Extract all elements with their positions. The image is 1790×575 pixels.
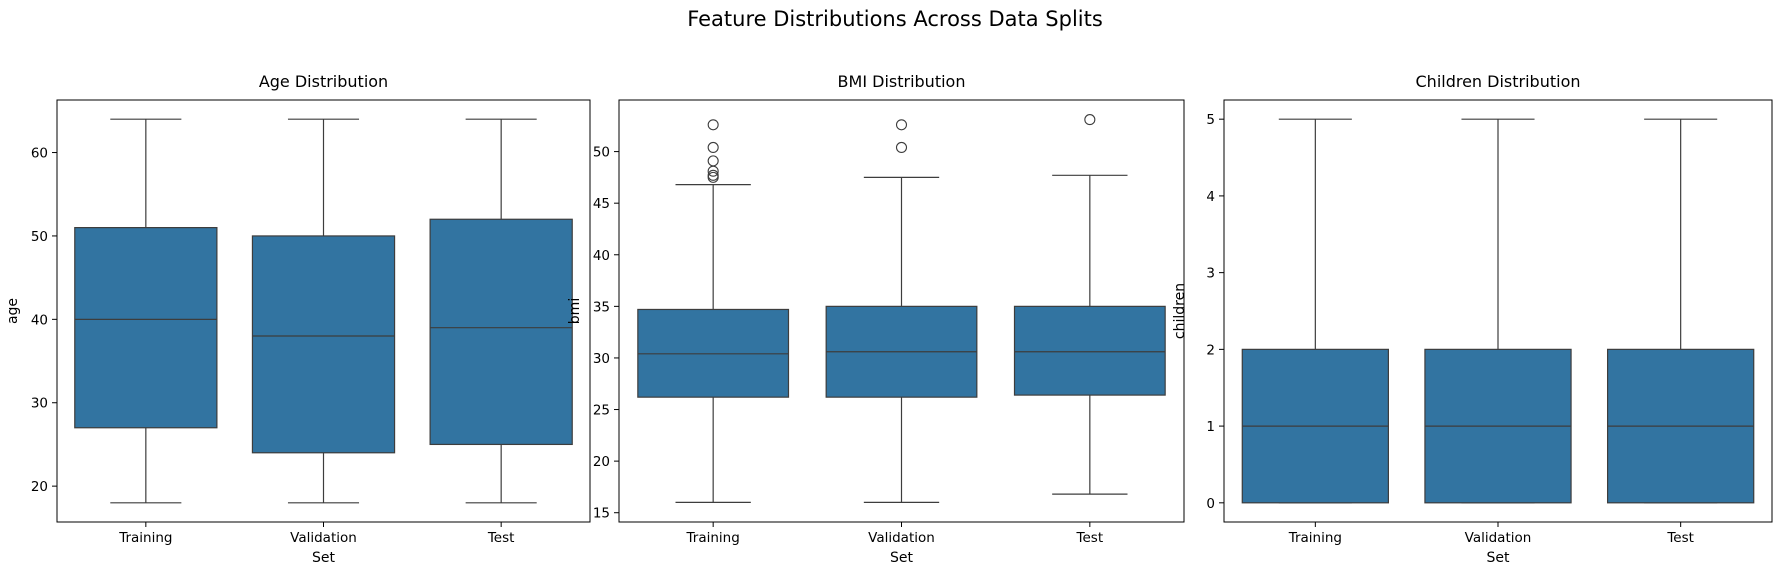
outlier-point (707, 141, 719, 154)
y-tick-label: 20 (31, 479, 48, 495)
outlier-point (707, 171, 719, 183)
y-tick-label: 15 (593, 506, 610, 522)
box-validation (251, 118, 396, 504)
x-tick-label: Validation (1465, 530, 1532, 546)
outlier-point (895, 119, 908, 131)
x-tick-label: Validation (290, 530, 357, 546)
y-tick-label: 40 (593, 248, 610, 264)
y-tick-label: 30 (593, 351, 610, 367)
x-tick-label: Validation (868, 530, 935, 546)
outlier-point (1084, 114, 1096, 126)
y-tick-label: 1 (1206, 419, 1215, 435)
x-tick-label: Test (487, 530, 515, 546)
figure-title: Feature Distributions Across Data Splits (687, 7, 1103, 31)
box-iqr (74, 227, 218, 429)
y-tick-label: 4 (1206, 189, 1215, 205)
box-validation (1424, 118, 1572, 504)
y-tick-label: 40 (31, 312, 48, 328)
box-test (1013, 114, 1166, 495)
x-tick-label: Training (686, 530, 740, 546)
y-tick-label: 30 (31, 396, 48, 412)
y-axis-label: children (1172, 283, 1188, 339)
y-tick-label: 2 (1206, 342, 1215, 358)
outlier-point (707, 169, 719, 181)
outlier-point (707, 155, 719, 167)
y-tick-label: 60 (31, 146, 48, 162)
box-iqr (429, 218, 573, 446)
y-tick-label: 45 (593, 196, 610, 212)
panel-1: Age Distribution 20 30 40 50 60 Training Valida… (5, 72, 591, 566)
outlier-point (895, 141, 908, 154)
box-validation (825, 119, 978, 503)
x-tick-label: Test (1666, 530, 1694, 546)
x-axis-label: Set (1487, 550, 1511, 566)
box-test (1606, 118, 1755, 504)
y-tick-label: 50 (31, 229, 48, 245)
y-tick-label: 50 (593, 145, 610, 161)
x-axis-label: Set (890, 550, 914, 566)
y-tick-label: 20 (593, 454, 610, 470)
box-test (429, 118, 573, 504)
panel-2: BMI Distribution 15 20 25 30 35 40 45 50 Training… (567, 72, 1185, 566)
y-tick-label: 5 (1206, 112, 1215, 128)
panel-title: Children Distribution (1416, 72, 1581, 91)
box-training (1241, 118, 1390, 504)
y-tick-label: 25 (593, 403, 610, 419)
y-axis-label: age (5, 298, 21, 324)
x-tick-label: Training (1288, 530, 1342, 546)
box-iqr (251, 235, 396, 454)
box-iqr (1013, 305, 1166, 396)
y-tick-label: 3 (1206, 266, 1215, 282)
x-axis-label: Set (312, 550, 336, 566)
outlier-point (707, 119, 719, 131)
panel-3: Children Distribution 0 1 2 3 4 5 Training Valid… (1172, 72, 1773, 566)
box-training (637, 119, 790, 503)
x-tick-label: Training (118, 530, 172, 546)
panel-title: Age Distribution (259, 72, 388, 91)
y-axis-label: bmi (567, 298, 583, 324)
y-tick-label: 0 (1206, 496, 1215, 512)
x-tick-label: Test (1076, 530, 1104, 546)
y-tick-label: 35 (593, 299, 610, 315)
box-training (74, 118, 218, 504)
panel-title: BMI Distribution (838, 72, 966, 91)
